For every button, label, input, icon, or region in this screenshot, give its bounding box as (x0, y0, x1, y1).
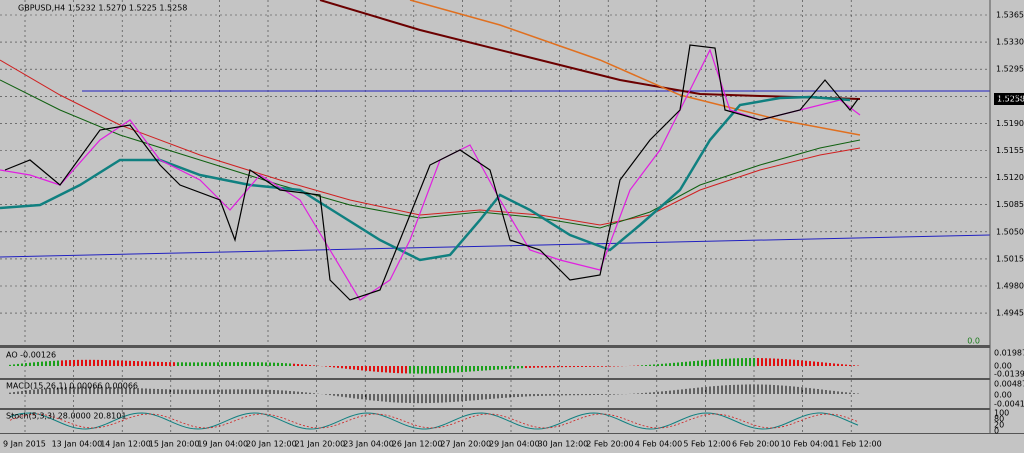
price-scale-label: 1.4980 (996, 282, 1024, 291)
time-axis-label: 15 Jan 20:00 (149, 440, 200, 449)
price-scale-label: 1.5190 (996, 119, 1024, 128)
current-price-box (994, 93, 1024, 105)
ao-label: AO -0.00126 (6, 351, 56, 360)
zero-label: 0.0 (967, 337, 980, 346)
macd-histogram (9, 384, 859, 404)
time-axis-label: 9 Jan 2015 (3, 440, 46, 449)
time-axis-label: 4 Feb 04:00 (635, 440, 682, 449)
macd-label: MACD(15,26,1) 0.00066 0.00066 (6, 382, 138, 391)
panel-separator (0, 433, 1024, 434)
time-axis-label: 11 Feb 12:00 (829, 440, 881, 449)
price-line (4, 44, 859, 301)
stoch-scale-label: 0 (994, 427, 999, 436)
panel-separator (0, 345, 990, 348)
time-axis-label: 30 Jan 12:00 (538, 440, 589, 449)
current-price: 1.5258 (997, 95, 1024, 104)
symbol-header: GBPUSD,H4 1.5232 1.5270 1.5225 1.5258 (18, 4, 187, 13)
macd-scale-label: 0.00487 (994, 380, 1024, 389)
panel-separator (0, 408, 990, 410)
indicators (9, 358, 859, 430)
price-scale-label: 1.5015 (996, 254, 1024, 263)
time-axis-label: 5 Feb 12:00 (683, 440, 730, 449)
price-scale-label: 1.5155 (996, 146, 1024, 155)
time-axis-label: 2 Feb 20:00 (586, 440, 633, 449)
time-axis-label: 19 Jan 04:00 (197, 440, 248, 449)
time-axis-label: 10 Feb 04:00 (781, 440, 833, 449)
ma-50 (0, 59, 861, 226)
time-axis-label: 21 Jan 20:00 (295, 440, 346, 449)
price-scale-label: 1.5120 (996, 173, 1024, 182)
time-axis-label: 26 Jan 12:00 (392, 440, 443, 449)
stoch-scale-label: 80 (994, 415, 1004, 424)
time-axis-label: 20 Jan 12:00 (246, 440, 297, 449)
ao-scale-label: 0.00 (994, 362, 1012, 371)
time-axis-label: 14 Jan 12:00 (100, 440, 151, 449)
ma-200 (319, 0, 861, 100)
stoch-label: Stoch(5,3,3) 28.0000 20.8101 (6, 412, 126, 421)
panel-separator (0, 378, 990, 380)
price-scale-label: 1.5225 (996, 92, 1024, 101)
price-scale-label: 1.5365 (996, 11, 1024, 20)
ma-100 (409, 0, 861, 136)
price-scale-label: 1.5295 (996, 65, 1024, 74)
price-scale-label: 1.5330 (996, 38, 1024, 47)
time-axis-label: 27 Jan 20:00 (440, 440, 491, 449)
ao-scale-label: 0.01987 (994, 349, 1024, 358)
time-axis-label: 6 Feb 20:00 (732, 440, 779, 449)
stoch-scale-label: 20 (994, 421, 1004, 430)
stoch-scale-label: 100 (994, 409, 1009, 418)
ma-fast (0, 95, 851, 262)
macd-scale-label: -0.00416 (994, 400, 1024, 409)
time-axis-label: 29 Jan 04:00 (489, 440, 540, 449)
time-axis-label: 13 Jan 04:00 (52, 440, 103, 449)
trend-line (0, 234, 991, 258)
price-scale-label: 1.5085 (996, 200, 1024, 209)
price-scale-label: 1.5050 (996, 227, 1024, 236)
ma-40 (0, 79, 861, 229)
price-scale-label: 1.4945 (996, 309, 1024, 318)
time-axis-label: 23 Jan 04:00 (343, 440, 394, 449)
ao-scale-label: -0.01391 (994, 370, 1024, 379)
macd-scale-label: 0.00 (994, 391, 1012, 400)
stoch-signal (9, 413, 859, 429)
